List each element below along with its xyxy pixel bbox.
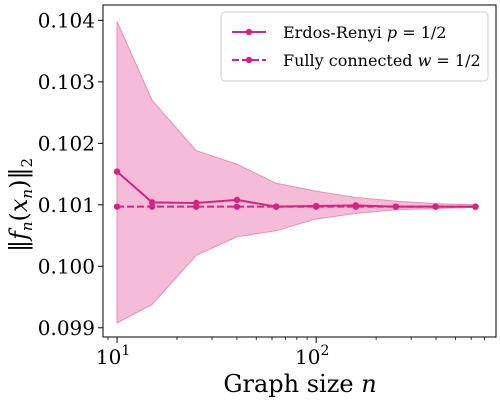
data-point-fully-connected	[113, 203, 121, 210]
data-point-erdos-renyi	[233, 196, 241, 204]
x-tick-label: 101	[96, 343, 130, 369]
y-tick-label: 0.104	[38, 8, 95, 32]
data-point-fully-connected	[312, 203, 320, 210]
legend: Erdos-Renyi p = 1/2 Fully connected w = …	[220, 11, 489, 82]
data-point-fully-connected	[148, 203, 156, 210]
y-tick-label: 0.103	[38, 70, 95, 94]
x-tick-label: 102	[295, 343, 329, 369]
legend-swatch-marker	[245, 28, 253, 36]
y-tick-label: 0.101	[38, 193, 95, 217]
legend-entry-erdos-renyi: Erdos-Renyi p = 1/2	[232, 23, 446, 42]
legend-box	[220, 11, 489, 82]
x-axis-label: Graph size n	[223, 370, 376, 398]
series-lines-layer	[116, 170, 476, 208]
y-axis-ticks: 0.099 0.100 0.101 0.102 0.103 0.104	[38, 8, 103, 340]
data-point-fully-connected	[352, 203, 359, 210]
data-point-fully-connected	[193, 203, 200, 210]
legend-label-fully-connected: Fully connected w = 1/2	[283, 51, 481, 70]
y-axis-label: ‖fn(xn)‖2	[5, 158, 36, 252]
legend-swatch-marker	[245, 56, 253, 64]
data-point-fully-connected	[472, 203, 479, 210]
legend-label-erdos-renyi: Erdos-Renyi p = 1/2	[283, 23, 446, 42]
x-axis-ticks: 101 102	[96, 337, 485, 369]
y-tick-label: 0.099	[38, 316, 95, 340]
data-point-fully-connected	[233, 203, 241, 210]
y-tick-label: 0.100	[38, 254, 95, 278]
data-point-fully-connected	[392, 203, 399, 210]
legend-entry-fully-connected: Fully connected w = 1/2	[232, 51, 481, 70]
data-point-erdos-renyi	[113, 168, 121, 175]
y-tick-label: 0.102	[38, 131, 95, 155]
series-line-erdos-renyi	[116, 170, 476, 208]
series-markers-layer	[113, 168, 479, 210]
data-point-fully-connected	[432, 203, 439, 210]
data-point-fully-connected	[273, 203, 280, 210]
plot-frame	[102, 4, 497, 338]
